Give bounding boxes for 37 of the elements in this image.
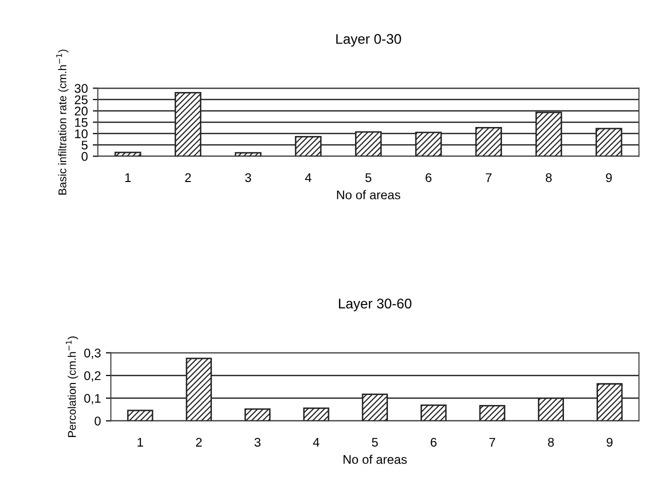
y-tick-label: 0 [82, 152, 88, 161]
y-tick-label: 30 [74, 84, 88, 93]
bar [234, 152, 262, 156]
y-tick-label: 0,3 [84, 348, 101, 359]
y-tick-label: 25 [74, 95, 88, 104]
chart-title: Layer 30-60 [338, 298, 412, 312]
x-axis-title: No of areas [337, 190, 400, 200]
y-tick-label: 15 [75, 118, 88, 127]
x-tick-label: 4 [313, 438, 320, 447]
x-tick-label: 3 [254, 438, 260, 447]
x-tick-label: 2 [185, 173, 191, 182]
chart-title: Layer 0-30 [336, 34, 402, 47]
bar [114, 152, 142, 156]
x-tick-label: 8 [548, 438, 554, 447]
y-axis-title: Percolation (cm.h$^{−1}$) [66, 336, 78, 437]
x-tick-label: 8 [546, 173, 552, 182]
x-tick-label: 1 [125, 173, 131, 182]
y-tick-label: 5 [82, 140, 88, 150]
x-tick-label: 5 [372, 438, 378, 447]
x-tick-label: 7 [489, 438, 496, 447]
y-tick-label: 0,2 [84, 371, 100, 382]
y-tick-label: 0 [94, 416, 101, 426]
y-axis-title: Basic infiltration rate (cm.h$^{−1}$) [56, 50, 69, 195]
x-tick-label: 5 [365, 173, 372, 182]
y-tick-label: 10 [75, 129, 88, 138]
x-tick-label: 7 [486, 173, 492, 182]
x-tick-label: 2 [196, 438, 202, 447]
y-tick-label: 20 [74, 106, 88, 116]
x-tick-label: 9 [606, 438, 613, 447]
x-tick-label: 9 [606, 173, 612, 182]
x-tick-label: 3 [245, 173, 252, 182]
x-tick-label: 6 [426, 173, 432, 182]
x-axis-title: No of areas [344, 454, 407, 464]
y-tick-label: 0,1 [84, 394, 101, 404]
x-tick-label: 4 [305, 173, 312, 182]
x-tick-label: 1 [138, 438, 144, 447]
x-tick-label: 6 [430, 438, 437, 447]
